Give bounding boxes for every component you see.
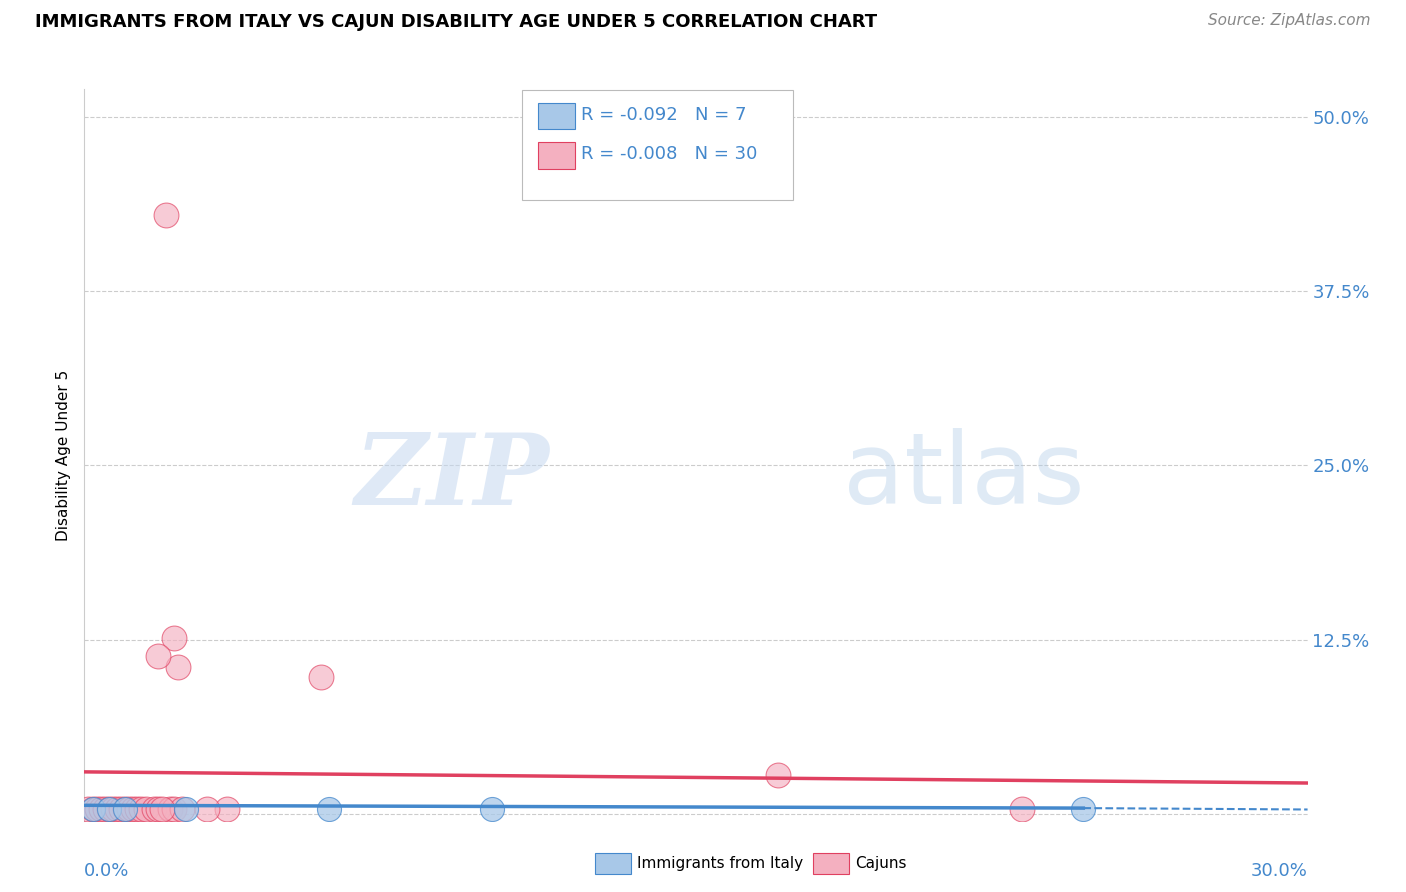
Point [114, 803, 136, 817]
Text: Source: ZipAtlas.com: Source: ZipAtlas.com [1208, 13, 1371, 29]
Point [142, 803, 165, 817]
Point [318, 803, 340, 817]
Text: ZIP: ZIP [354, 429, 550, 525]
Point [82, 803, 104, 817]
Point [146, 649, 169, 664]
Point [163, 631, 186, 645]
Point [122, 803, 145, 817]
Y-axis label: Disability Age Under 5: Disability Age Under 5 [56, 369, 72, 541]
Point [1073, 803, 1095, 817]
Point [114, 803, 136, 817]
Point [766, 767, 789, 781]
Text: R = -0.092   N = 7: R = -0.092 N = 7 [581, 106, 747, 124]
Point [163, 803, 186, 817]
Point [93, 803, 117, 817]
Text: atlas: atlas [842, 428, 1084, 525]
Point [176, 803, 198, 817]
Point [110, 803, 132, 817]
Point [90, 803, 112, 817]
Point [77, 803, 100, 817]
Point [135, 803, 157, 817]
Text: Cajuns: Cajuns [855, 856, 907, 871]
Point [97, 803, 120, 817]
Text: IMMIGRANTS FROM ITALY VS CAJUN DISABILITY AGE UNDER 5 CORRELATION CHART: IMMIGRANTS FROM ITALY VS CAJUN DISABILIT… [35, 13, 877, 31]
Point [159, 803, 181, 817]
Point [101, 803, 124, 817]
Point [86, 803, 108, 817]
Text: R = -0.008   N = 30: R = -0.008 N = 30 [581, 145, 756, 163]
Text: 0.0%: 0.0% [84, 863, 129, 880]
Point [481, 803, 503, 817]
Point [150, 803, 173, 817]
Point [167, 660, 190, 674]
Text: Immigrants from Italy: Immigrants from Italy [637, 856, 803, 871]
Point [155, 208, 177, 222]
Point [195, 803, 218, 817]
Point [217, 803, 239, 817]
Point [105, 803, 128, 817]
Point [127, 803, 149, 817]
Point [309, 670, 332, 684]
Point [172, 803, 194, 817]
Point [118, 803, 141, 817]
Point [82, 803, 104, 817]
Point [146, 803, 169, 817]
Point [1011, 803, 1033, 817]
Text: 30.0%: 30.0% [1251, 863, 1308, 880]
Point [97, 803, 120, 817]
Point [131, 803, 153, 817]
